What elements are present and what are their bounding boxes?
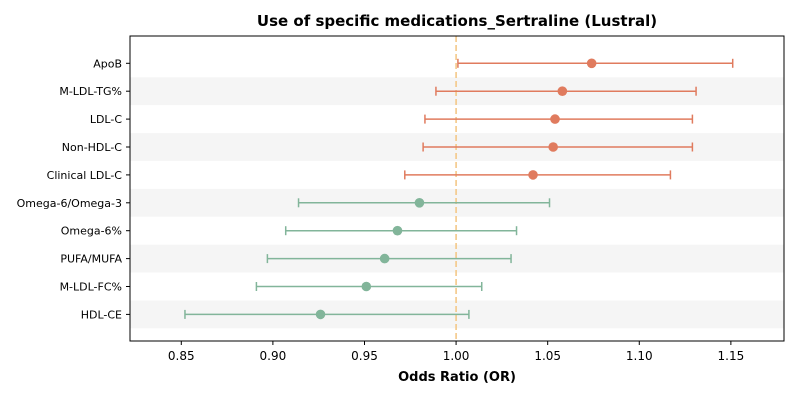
x-tick-label: 1.10 xyxy=(626,349,653,363)
or-point xyxy=(550,114,560,124)
or-point xyxy=(528,170,538,180)
y-tick-label: Non-HDL-C xyxy=(62,141,123,154)
ci-row xyxy=(284,225,518,236)
x-tick-label: 0.90 xyxy=(260,349,287,363)
ci-row xyxy=(297,198,551,208)
or-point xyxy=(414,198,425,208)
y-tick-label: M-LDL-TG% xyxy=(59,85,122,98)
ci-row xyxy=(266,253,512,264)
ci-row xyxy=(424,114,694,124)
y-tick-label: ApoB xyxy=(93,57,122,70)
ci-row xyxy=(404,170,672,180)
y-tick-label: LDL-C xyxy=(90,113,123,126)
x-axis-label: Odds Ratio (OR) xyxy=(398,370,516,385)
ci-row xyxy=(184,309,470,320)
x-tick-label: 1.00 xyxy=(443,349,470,363)
or-point xyxy=(392,225,403,236)
or-point xyxy=(379,253,390,264)
or-point xyxy=(548,142,558,152)
ci-row xyxy=(435,86,697,96)
ci-row xyxy=(255,281,483,292)
y-tick-label: PUFA/MUFA xyxy=(60,253,122,266)
or-point xyxy=(315,309,326,320)
y-tick-label: Omega-6% xyxy=(61,225,122,238)
x-tick-label: 1.15 xyxy=(718,349,745,363)
ci-row xyxy=(457,58,734,69)
plot-frame xyxy=(129,35,785,342)
y-tick-label: HDL-CE xyxy=(81,308,122,321)
y-tick-label: Omega-6/Omega-3 xyxy=(17,197,122,210)
chart-title: Use of specific medications_Sertraline (… xyxy=(257,12,657,30)
or-point xyxy=(557,86,568,96)
or-point xyxy=(586,58,597,69)
y-tick-label: Clinical LDL-C xyxy=(47,169,123,182)
x-tick-label: 0.95 xyxy=(351,349,378,363)
y-tick-label: M-LDL-FC% xyxy=(60,281,122,294)
x-tick-label: 0.85 xyxy=(168,349,195,363)
x-tick-label: 1.05 xyxy=(534,349,561,363)
ci-row xyxy=(422,142,694,152)
or-point xyxy=(361,281,372,292)
